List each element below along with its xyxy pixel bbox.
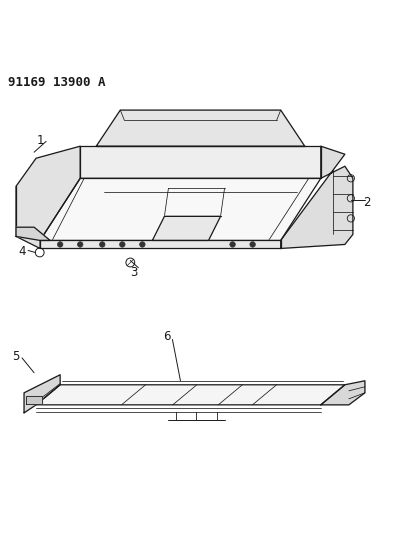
- Circle shape: [77, 241, 83, 247]
- Text: 91169 13900 A: 91169 13900 A: [8, 76, 105, 89]
- Circle shape: [119, 241, 125, 247]
- Polygon shape: [80, 146, 321, 178]
- Polygon shape: [16, 227, 50, 240]
- Circle shape: [230, 241, 235, 247]
- Text: 5: 5: [12, 350, 20, 363]
- Circle shape: [250, 241, 255, 247]
- Text: 2: 2: [363, 196, 371, 209]
- Polygon shape: [26, 395, 42, 403]
- Polygon shape: [281, 146, 353, 248]
- Circle shape: [57, 241, 63, 247]
- Polygon shape: [321, 381, 365, 405]
- Polygon shape: [152, 216, 221, 240]
- Text: 3: 3: [131, 266, 138, 279]
- Polygon shape: [96, 110, 305, 146]
- Text: 4: 4: [18, 245, 26, 258]
- Polygon shape: [16, 146, 80, 248]
- Polygon shape: [36, 385, 345, 405]
- Polygon shape: [40, 178, 321, 240]
- Text: 1: 1: [36, 134, 44, 147]
- Polygon shape: [40, 240, 281, 248]
- Circle shape: [140, 241, 145, 247]
- Polygon shape: [24, 375, 60, 413]
- Text: 6: 6: [163, 330, 170, 343]
- Circle shape: [99, 241, 105, 247]
